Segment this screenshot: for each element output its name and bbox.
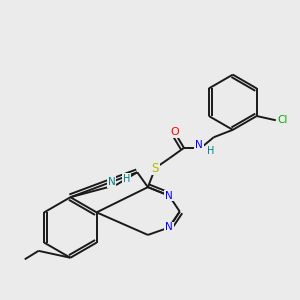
Text: S: S [152, 161, 159, 175]
Text: O: O [170, 127, 179, 137]
Text: N: N [108, 177, 116, 187]
Text: Cl: Cl [277, 115, 287, 125]
Text: N: N [165, 223, 173, 232]
Text: N: N [195, 140, 203, 150]
Text: N: N [165, 190, 173, 201]
Text: H: H [207, 146, 214, 156]
Text: H: H [123, 174, 130, 184]
